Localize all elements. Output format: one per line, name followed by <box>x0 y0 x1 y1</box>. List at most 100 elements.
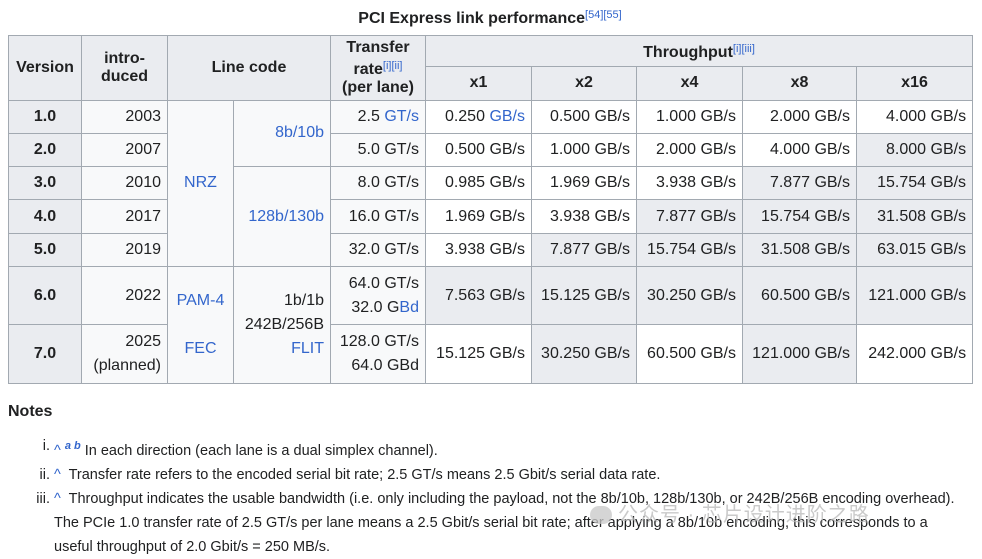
throughput-cell: 30.250 GB/s <box>531 324 637 384</box>
caption-title: PCI Express link performance <box>358 10 586 27</box>
gbs-link[interactable]: GB/s <box>489 107 525 125</box>
throughput-cell: 0.985 GB/s <box>425 166 532 201</box>
header-x4: x4 <box>636 66 743 101</box>
table-row: 2.0 2007 5.0 GT/s 0.500 GB/s 1.000 GB/s … <box>8 132 974 168</box>
rate-cell: 128.0 GT/s 64.0 GBd <box>330 324 426 384</box>
throughput-cell: 4.000 GB/s <box>855 99 974 134</box>
pam4-link[interactable]: PAM-4 <box>176 291 225 309</box>
throughput-cell: 0.500 GB/s <box>531 99 637 134</box>
note-item: iii. ^ Throughput indicates the usable b… <box>36 490 955 555</box>
line-code-128b130b: 128b/130b <box>233 166 331 267</box>
version-cell: 5.0 <box>8 232 82 267</box>
throughput-cell: 1.000 GB/s <box>531 132 637 168</box>
backlink-refs[interactable]: a b <box>64 440 81 452</box>
throughput-cell: 121.000 GB/s <box>855 265 974 326</box>
version-cell: 1.0 <box>8 99 82 134</box>
nrz-link[interactable]: NRZ <box>184 174 217 192</box>
wechat-icon <box>590 506 612 524</box>
throughput-cell: 121.000 GB/s <box>742 324 857 384</box>
table-row: 6.0 2022 PAM-4 FEC 1b/1b 242B/256B FLIT … <box>8 265 974 385</box>
version-cell: 6.0 <box>8 265 82 326</box>
header-throughput: Throughput[i][iii] <box>424 34 974 68</box>
note-item: ii. ^ Transfer rate refers to the encode… <box>39 466 661 483</box>
throughput-cell: 15.754 GB/s <box>636 232 743 267</box>
throughput-cell: 0.500 GB/s <box>425 132 532 168</box>
baud-link[interactable]: Bd <box>399 298 419 316</box>
header-x2: x2 <box>531 66 637 101</box>
header-x8: x8 <box>742 66 857 101</box>
backlink-caret[interactable]: ^ <box>54 490 61 507</box>
table-row: 7.0 2025 (planned) 128.0 GT/s 64.0 GBd 1… <box>8 324 974 384</box>
year-cell: 2007 <box>81 132 168 168</box>
notes-heading: Notes <box>8 403 53 420</box>
year-cell: 2025 (planned) <box>81 324 168 384</box>
throughput-cell: 63.015 GB/s <box>855 232 974 267</box>
throughput-cell: 2.000 GB/s <box>636 132 743 168</box>
year-cell: 2017 <box>81 199 168 234</box>
backlink-caret[interactable]: ^ <box>54 466 61 483</box>
header-version: Version <box>8 35 82 101</box>
throughput-cell: 3.938 GB/s <box>531 199 637 234</box>
throughput-cell: 15.125 GB/s <box>531 265 637 326</box>
version-cell: 4.0 <box>8 199 82 234</box>
throughput-cell: 15.754 GB/s <box>742 199 857 234</box>
throughput-cell: 30.250 GB/s <box>636 265 743 326</box>
throughput-cell: 8.000 GB/s <box>855 132 974 168</box>
line-code-pam4-fec: PAM-4 FEC <box>167 265 234 385</box>
watermark: 公众号 · 芯片设计进阶之路 <box>590 498 870 527</box>
table-caption: PCI Express link performance[54][55] <box>8 9 972 28</box>
header-introduced: intro-duced <box>81 35 168 101</box>
rate-cell: 64.0 GT/s 32.0 GBd <box>330 265 426 326</box>
throughput-cell: 0.250 GB/s <box>425 99 532 134</box>
year-cell: 2003 <box>81 99 168 134</box>
throughput-cell: 2.000 GB/s <box>742 99 857 134</box>
fec-link[interactable]: FEC <box>184 339 217 357</box>
rate-cell: 2.5 GT/s <box>330 99 426 134</box>
year-cell: 2022 <box>81 265 168 326</box>
throughput-cell: 3.938 GB/s <box>425 232 532 267</box>
throughput-cell: 7.877 GB/s <box>742 166 857 201</box>
throughput-cell: 31.508 GB/s <box>742 232 857 267</box>
year-cell: 2010 <box>81 166 168 201</box>
throughput-cell: 1.000 GB/s <box>636 99 743 134</box>
8b10b-link[interactable]: 8b/10b <box>275 124 324 142</box>
table-row: 4.0 2017 16.0 GT/s 1.969 GB/s 3.938 GB/s… <box>8 199 974 234</box>
header-line-code: Line code <box>167 35 331 101</box>
rate-cell: 32.0 GT/s <box>330 232 426 267</box>
throughput-refs-link[interactable]: [i][iii] <box>732 43 755 56</box>
table-row: 3.0 2010 128b/130b 8.0 GT/s 0.985 GB/s 1… <box>8 166 974 267</box>
throughput-cell: 7.877 GB/s <box>636 199 743 234</box>
throughput-cell: 60.500 GB/s <box>742 265 857 326</box>
throughput-cell: 15.754 GB/s <box>855 166 974 201</box>
rate-cell: 8.0 GT/s <box>330 166 426 201</box>
header-x1: x1 <box>425 66 532 101</box>
throughput-cell: 4.000 GB/s <box>742 132 857 168</box>
throughput-cell: 1.969 GB/s <box>531 166 637 201</box>
pcie-performance-table: Version intro-duced Line code Transfer r… <box>8 34 974 385</box>
throughput-cell: 1.969 GB/s <box>425 199 532 234</box>
version-cell: 2.0 <box>8 132 82 168</box>
header-transfer-rate: Transfer rate[i][ii] (per lane) <box>330 35 426 101</box>
transfer-refs-link[interactable]: [i][ii] <box>382 59 403 72</box>
notes-list: i. ^ a b In each direction (each lane is … <box>36 434 959 559</box>
note-item: i. ^ a b In each direction (each lane is … <box>42 438 438 459</box>
flit-link[interactable]: FLIT <box>291 339 324 357</box>
header-x16: x16 <box>855 66 974 101</box>
line-code-nrz: NRZ <box>167 99 234 267</box>
rate-cell: 16.0 GT/s <box>330 199 426 234</box>
throughput-cell: 3.938 GB/s <box>636 166 743 201</box>
table-row: 1.0 2003 NRZ 8b/10b 2.5 GT/s 0.250 GB/s … <box>8 99 974 267</box>
throughput-cell: 7.563 GB/s <box>425 265 532 326</box>
version-cell: 3.0 <box>8 166 82 201</box>
gts-link[interactable]: GT/s <box>384 107 419 125</box>
caption-refs-link[interactable]: [54][55] <box>585 9 622 21</box>
throughput-cell: 60.500 GB/s <box>636 324 743 384</box>
throughput-cell: 15.125 GB/s <box>425 324 532 384</box>
table-row: 5.0 2019 32.0 GT/s 3.938 GB/s 7.877 GB/s… <box>8 232 974 267</box>
backlink-caret[interactable]: ^ <box>54 442 61 459</box>
throughput-cell: 31.508 GB/s <box>855 199 974 234</box>
rate-cell: 5.0 GT/s <box>330 132 426 168</box>
line-code-flit: 1b/1b 242B/256B FLIT <box>233 265 331 385</box>
128b130b-link[interactable]: 128b/130b <box>248 207 324 225</box>
throughput-cell: 242.000 GB/s <box>855 324 974 384</box>
